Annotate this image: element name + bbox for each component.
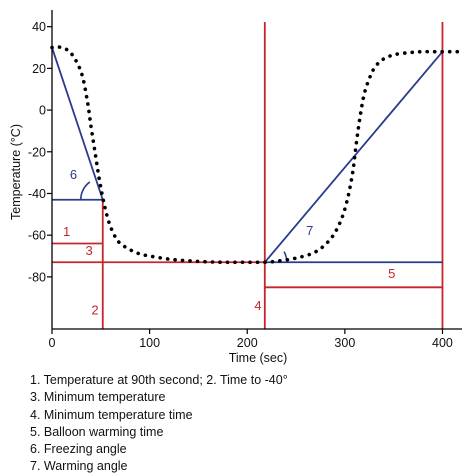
annotation-label: 5 (388, 266, 395, 281)
y-tick-label: 40 (32, 20, 46, 34)
y-tick-label: -40 (28, 187, 46, 201)
y-tick-label: 20 (32, 62, 46, 76)
y-tick-label: -60 (28, 229, 46, 243)
y-tick-label: 0 (39, 104, 46, 118)
caption-item: 1. Temperature at 90th second; 2. Time t… (30, 373, 288, 387)
temperature-curve (50, 45, 464, 265)
y-tick-label: -20 (28, 145, 46, 159)
annotation-label: 4 (254, 298, 261, 313)
axes-layer (51, 10, 462, 330)
x-tick-label: 300 (334, 336, 355, 350)
angle-arc (283, 251, 288, 263)
x-tick-label: 100 (139, 336, 160, 350)
angle-arc (79, 181, 91, 200)
annotation-label: 2 (91, 302, 98, 317)
series-layer (50, 45, 464, 265)
annotation-label: 3 (85, 243, 92, 258)
y-tick-label: -80 (28, 270, 46, 284)
chart-caption: 1. Temperature at 90th second; 2. Time t… (30, 372, 288, 476)
reference-lines-layer (51, 22, 444, 329)
x-tick-label: 400 (432, 336, 453, 350)
slope-line (51, 47, 104, 201)
angle-arcs-layer (79, 181, 288, 263)
x-axis-label: Time (sec) (229, 351, 288, 365)
caption-item: 5. Balloon warming time (30, 424, 164, 439)
caption-item: 6. Freezing angle (30, 442, 127, 457)
caption-item: 7. Warming angle (30, 459, 128, 474)
annotations-layer: 13 2 4 5 6 7 (63, 167, 395, 318)
y-axis-label: Temperature (°C) (9, 124, 23, 220)
x-tick-label: 200 (237, 336, 258, 350)
caption-item: 4. Minimum temperature time (30, 407, 193, 422)
x-tick-label: 0 (49, 336, 56, 350)
annotation-label: 7 (306, 223, 313, 238)
annotation-label: 6 (70, 167, 77, 182)
caption-item: 3. Minimum temperature (30, 390, 166, 405)
annotation-label: 1 (63, 224, 70, 239)
